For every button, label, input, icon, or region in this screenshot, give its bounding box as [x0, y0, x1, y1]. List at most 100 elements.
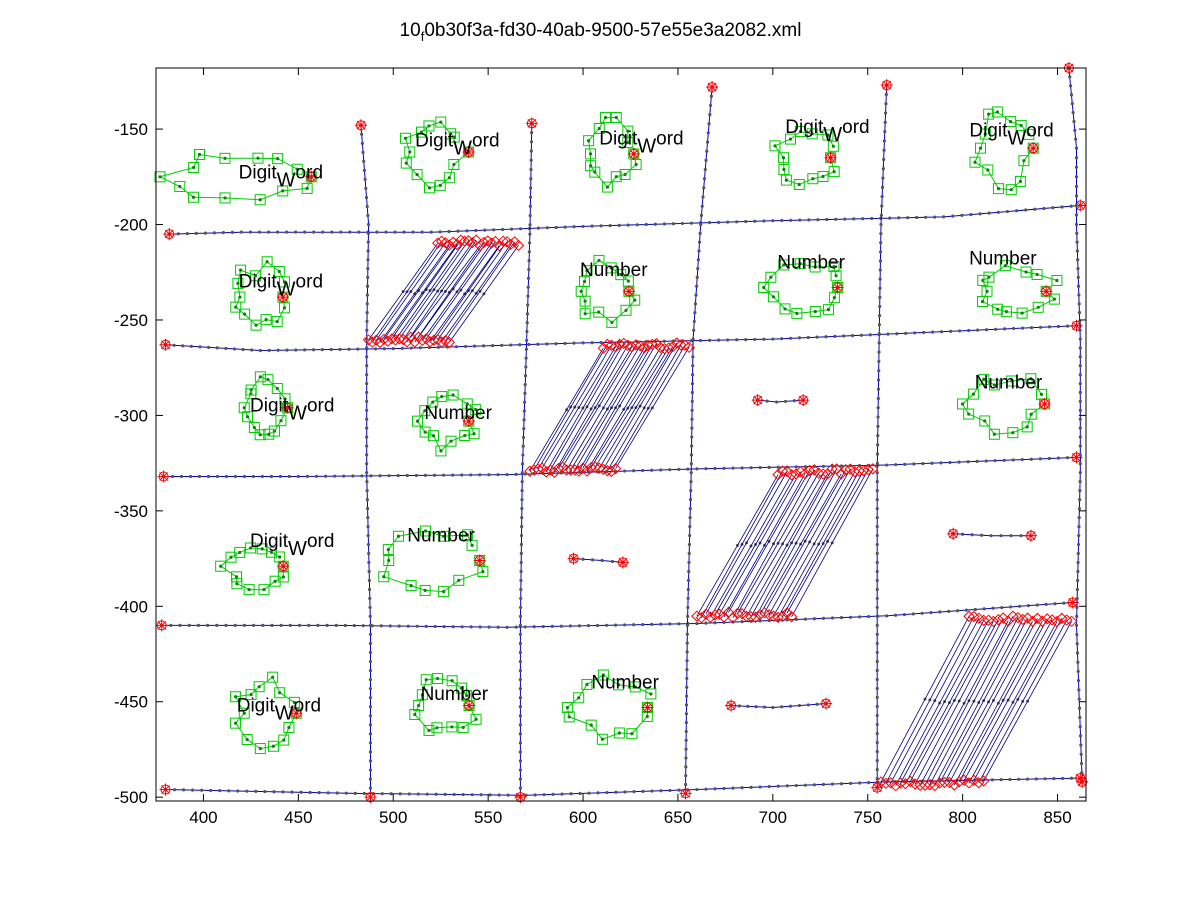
horizontal-stroke-4-point — [1043, 777, 1047, 781]
horizontal-stroke-1-point — [617, 340, 621, 344]
glyph-dot — [832, 296, 836, 300]
horizontal-stroke-2-point — [957, 460, 961, 464]
vertical-stroke-0-point — [368, 632, 373, 637]
horizontal-stroke-3-point — [893, 613, 898, 617]
glyph-dot — [983, 419, 987, 423]
glyph-dot — [265, 260, 269, 264]
horizontal-stroke-3-point — [460, 625, 464, 629]
glyph-dot — [292, 700, 296, 704]
short-dash-1-point — [792, 399, 796, 403]
hatch-diamond — [385, 333, 398, 345]
horizontal-stroke-4-point — [452, 792, 456, 797]
marker-cross — [1038, 397, 1051, 410]
vertical-stroke-0-point — [366, 275, 370, 279]
glyph-box — [615, 269, 627, 281]
horizontal-stroke-4-point — [335, 791, 339, 795]
vertical-stroke-4 — [1068, 67, 1083, 782]
glyph-dot — [834, 274, 838, 278]
horizontal-stroke-1-point — [904, 331, 908, 335]
glyph-box — [828, 292, 840, 304]
x-tick-label-5: 650 — [664, 808, 692, 827]
glyph-dot — [1036, 305, 1040, 309]
glyph-box — [1048, 293, 1060, 305]
horizontal-stroke-0-point — [194, 231, 198, 235]
horizontal-stroke-4-point — [767, 785, 771, 789]
horizontal-stroke-2-point — [1020, 457, 1024, 462]
marker-cross — [880, 79, 893, 92]
glyph-dot — [449, 439, 453, 443]
vertical-stroke-1-point — [518, 786, 523, 790]
horizontal-stroke-1-point — [993, 327, 998, 331]
hatch-diamond — [749, 611, 762, 623]
horizontal-stroke-2-point — [686, 467, 690, 471]
horizontal-stroke-3-point — [224, 623, 228, 627]
horizontal-stroke-1-point — [886, 332, 890, 336]
glyph-dot — [1025, 425, 1029, 429]
glyph-dot — [459, 686, 464, 690]
marker-cross — [1066, 596, 1079, 609]
vertical-stroke-3-point — [875, 623, 879, 627]
glyph-box — [431, 722, 443, 734]
glyph-box — [620, 304, 632, 316]
horizontal-stroke-2-point — [478, 473, 482, 477]
vertical-stroke-4-point — [1077, 293, 1081, 297]
hatch-diamond — [654, 341, 667, 354]
vertical-stroke-2-point — [689, 453, 694, 457]
vertical-stroke-0-point — [365, 364, 369, 368]
horizontal-stroke-2-point — [767, 465, 771, 470]
glyph-dot — [810, 132, 814, 136]
vertical-stroke-0-point — [368, 668, 373, 673]
horizontal-stroke-2-point — [722, 466, 726, 470]
vertical-stroke-3-point — [875, 471, 879, 475]
glyph-box — [589, 166, 601, 178]
horizontal-stroke-4-point — [272, 790, 276, 794]
vertical-stroke-0-point — [368, 650, 373, 655]
vertical-stroke-3-point — [875, 542, 879, 547]
glyph-dot — [1018, 179, 1022, 184]
vertical-stroke-1-point — [524, 356, 528, 360]
glyph-dot — [597, 310, 601, 314]
horizontal-stroke-1-point — [922, 330, 926, 335]
short-dash-0-point — [581, 557, 585, 561]
glyph-box — [278, 276, 290, 288]
vertical-stroke-4-point — [1078, 725, 1082, 729]
glyph-dot — [257, 685, 261, 689]
horizontal-stroke-1-point — [356, 347, 360, 351]
hatch-diamond — [754, 608, 766, 621]
glyph-box — [1005, 116, 1017, 128]
vertical-stroke-2-point — [705, 140, 710, 144]
glyph-box — [238, 707, 250, 719]
hatch-region-2 — [696, 468, 874, 618]
glyph-box — [977, 274, 989, 286]
horizontal-stroke-0-point — [447, 229, 451, 234]
glyph-box — [383, 554, 395, 566]
vertical-stroke-2-point — [686, 578, 691, 583]
horizontal-stroke-1-point — [500, 343, 504, 347]
hatch-diamond — [812, 467, 825, 479]
vertical-stroke-1-point — [528, 195, 533, 199]
vertical-stroke-4-point — [1069, 84, 1073, 88]
horizontal-stroke-3-point — [559, 624, 563, 628]
vertical-stroke-2-point — [690, 426, 694, 430]
hatch-diamond — [675, 339, 687, 351]
horizontal-stroke-1-point — [536, 342, 540, 346]
vertical-stroke-4-point — [1074, 203, 1079, 208]
hatch-diamond — [700, 608, 712, 620]
horizontal-stroke-3-point — [577, 624, 582, 628]
horizontal-stroke-0-point — [789, 218, 793, 222]
hatch-diamond — [573, 465, 585, 477]
glyph-dot — [971, 392, 975, 396]
vertical-stroke-4-point — [1074, 623, 1079, 627]
horizontal-stroke-3-point — [586, 624, 591, 628]
glyph-dot — [275, 319, 279, 324]
horizontal-stroke-1-point — [1029, 326, 1034, 330]
vertical-stroke-0-point — [365, 319, 369, 324]
hatch-diamond — [767, 610, 780, 622]
box-label-12: DigitWord — [250, 531, 334, 560]
horizontal-stroke-1-start-marker — [159, 338, 172, 351]
vertical-stroke-4-point — [1078, 715, 1082, 720]
hatch-diamond — [997, 612, 1009, 624]
horizontal-stroke-4-point — [281, 790, 285, 794]
horizontal-stroke-3-point — [251, 623, 256, 627]
glyph-dot — [1009, 188, 1013, 192]
